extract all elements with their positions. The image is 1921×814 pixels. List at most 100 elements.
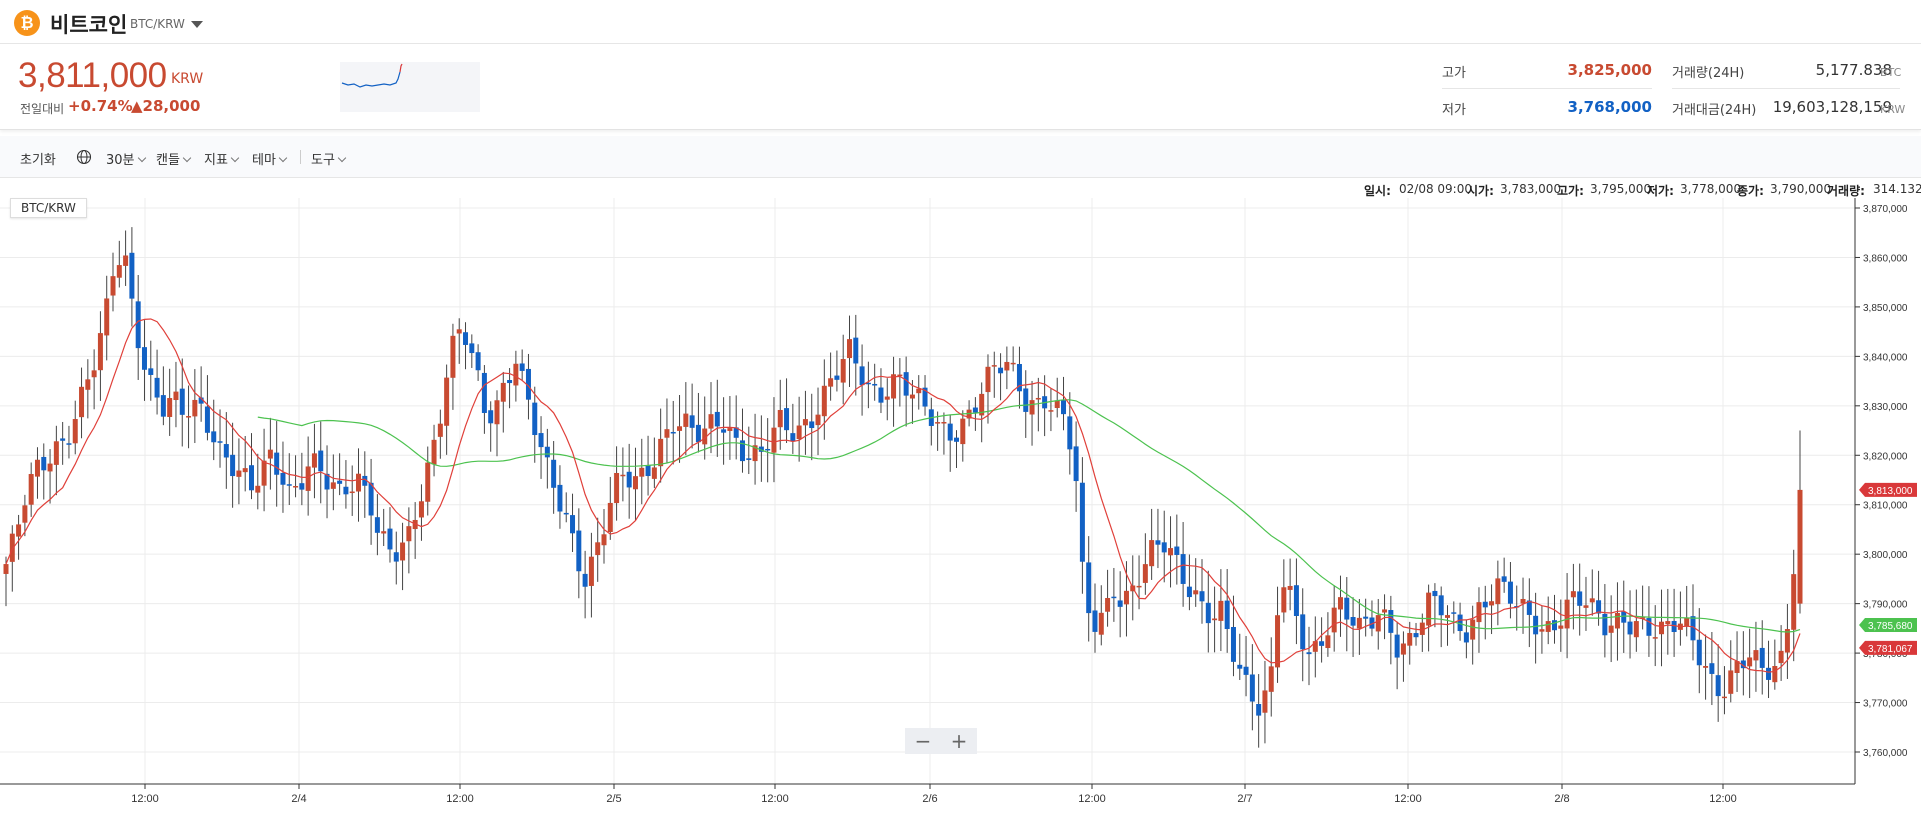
candle-body	[784, 408, 790, 431]
divider	[1672, 88, 1900, 89]
candle-body	[872, 383, 878, 386]
candle-body	[362, 475, 368, 486]
candle-body	[148, 368, 154, 375]
candle-body	[557, 484, 563, 512]
candle-body	[242, 468, 248, 473]
candle-body	[1766, 667, 1772, 680]
candle-body	[293, 486, 299, 488]
candle-body	[544, 446, 550, 458]
candle-body	[311, 453, 317, 468]
x-tick-label: 12:00	[1394, 793, 1422, 805]
x-tick-label: 2/7	[1237, 793, 1252, 805]
chevron-down-icon[interactable]	[191, 21, 203, 28]
candle-body	[1331, 607, 1337, 633]
chevron-down-icon	[337, 153, 347, 163]
reset-button[interactable]: 초기화	[20, 153, 56, 168]
candle-body	[626, 471, 632, 488]
candle-body	[1400, 643, 1406, 655]
y-tick-label: 3,820,000	[1863, 451, 1908, 462]
candle-body	[1218, 600, 1224, 621]
x-tick-label: 12:00	[131, 793, 159, 805]
candle-body	[884, 396, 890, 400]
ohlc-low: 3,778,000	[1680, 182, 1742, 196]
candle-body	[1652, 637, 1658, 639]
candle-body	[601, 534, 607, 546]
x-tick-label: 12:00	[761, 793, 789, 805]
ohlc-high-label: 고가:	[1557, 184, 1584, 198]
y-tick-label: 3,850,000	[1863, 303, 1908, 314]
candle-body	[1558, 625, 1564, 629]
candle-body	[1633, 621, 1639, 638]
candle-body	[1293, 585, 1299, 616]
x-tick-label: 12:00	[1078, 793, 1106, 805]
candle-body	[1098, 612, 1104, 635]
candle-body	[16, 524, 22, 537]
candle-body	[1589, 598, 1595, 603]
candle-body	[9, 533, 15, 562]
price-summary: 3,811,000 KRW 전일대비 +0.74% ▲28,000 고가 3,8…	[0, 44, 1921, 130]
candle-body	[1029, 400, 1035, 415]
candle-body	[1344, 597, 1350, 620]
x-tick-label: 12:00	[1709, 793, 1737, 805]
candle-body	[1684, 617, 1690, 627]
candle-body	[267, 449, 273, 459]
candle-dropdown[interactable]: 캔들	[156, 149, 192, 168]
candle-body	[1016, 364, 1022, 392]
candle-body	[1325, 635, 1331, 649]
zoom-in-button[interactable]: +	[950, 729, 968, 753]
zoom-out-button[interactable]: −	[914, 729, 932, 753]
candle-body	[1186, 586, 1192, 598]
tools-dropdown[interactable]: 도구	[311, 149, 347, 168]
candle-body	[1237, 664, 1243, 669]
candle-body	[85, 379, 91, 390]
candle-body	[765, 448, 771, 451]
candle-body	[947, 423, 953, 441]
candle-body	[91, 370, 97, 378]
candle-body	[1552, 620, 1558, 631]
candle-body	[236, 470, 242, 477]
candle-body	[488, 410, 494, 424]
candle-body	[1784, 629, 1790, 653]
candle-body	[1577, 591, 1583, 606]
candle-body	[821, 385, 827, 417]
candle-body	[1426, 592, 1432, 626]
candle-body	[1224, 600, 1230, 630]
ma-long-line	[257, 399, 1801, 633]
candle-body	[1721, 696, 1727, 699]
candle-body	[551, 459, 557, 488]
candle-body	[1079, 482, 1085, 562]
zoom-control: − +	[905, 728, 977, 754]
candle-body	[356, 473, 362, 492]
y-tick-label: 3,810,000	[1863, 501, 1908, 512]
candle-body	[677, 426, 683, 431]
candle-body	[286, 484, 292, 486]
candle-body	[324, 473, 330, 490]
candle-body	[154, 377, 160, 398]
indicator-dropdown[interactable]: 지표	[204, 149, 240, 168]
coin-pair[interactable]: BTC/KRW	[130, 17, 185, 31]
candle-body	[66, 443, 72, 445]
candle-body	[173, 391, 179, 401]
candle-body	[1262, 690, 1268, 713]
candle-body	[1268, 666, 1274, 692]
candle-body	[1155, 540, 1161, 545]
chevron-down-icon	[182, 153, 192, 163]
globe-icon[interactable]	[76, 149, 92, 165]
candle-body	[299, 483, 305, 490]
price-tag	[1859, 482, 1917, 497]
candle-body	[1004, 361, 1010, 371]
price-tag-label: 3,785,680	[1868, 621, 1913, 632]
candle-body	[230, 454, 236, 477]
candle-body	[280, 472, 286, 485]
interval-dropdown[interactable]: 30분	[106, 149, 146, 168]
candle-body	[1495, 578, 1501, 605]
candle-body	[1583, 605, 1589, 608]
candle-body	[639, 467, 645, 477]
candlestick-chart[interactable]: 3,760,0003,770,0003,780,0003,790,0003,80…	[0, 178, 1921, 814]
candle-body	[3, 564, 9, 574]
theme-dropdown[interactable]: 테마	[252, 149, 288, 168]
candle-body	[135, 301, 141, 349]
candle-body	[525, 368, 531, 400]
candle-body	[985, 366, 991, 393]
y-tick-label: 3,860,000	[1863, 253, 1908, 264]
